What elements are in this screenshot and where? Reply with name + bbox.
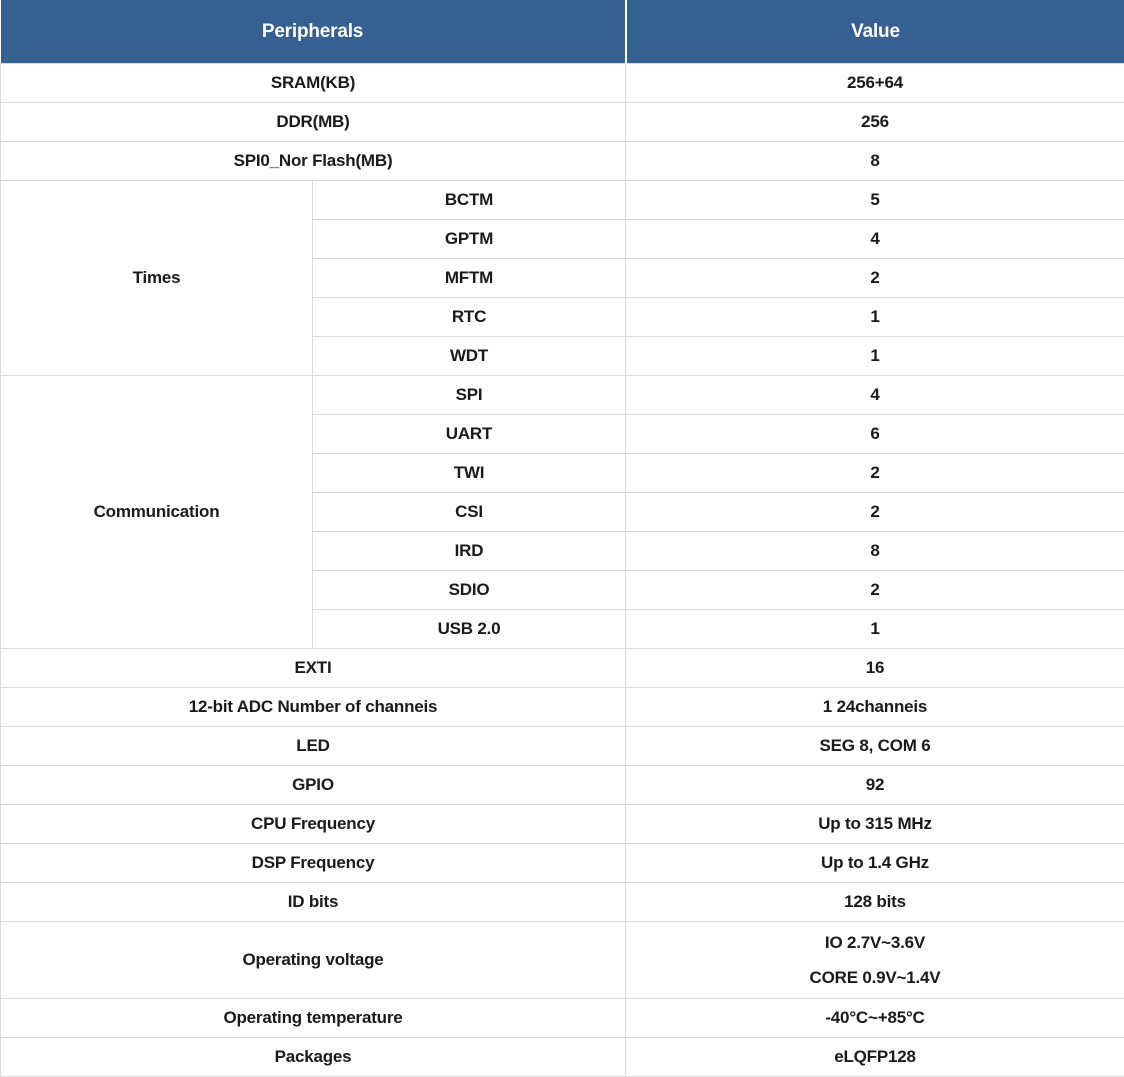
table-row: Times BCTM 5 [1,181,1124,220]
row-value: SEG 8, COM 6 [626,727,1124,766]
table-row: Operating temperature -40°C~+85°C [1,999,1124,1038]
row-label: CPU Frequency [1,805,626,844]
sub-row-label: IRD [313,532,626,571]
row-label: Operating voltage [1,922,626,999]
row-label: SPI0_Nor Flash(MB) [1,142,626,181]
value-line-2: CORE 0.9V~1.4V [626,960,1124,995]
group-cell-communication: Communication [1,376,313,649]
row-label: DSP Frequency [1,844,626,883]
sub-row-label: MFTM [313,259,626,298]
header-row: Peripherals Value [1,0,1124,64]
table-row: Packages eLQFP128 [1,1038,1124,1077]
row-value: Up to 1.4 GHz [626,844,1124,883]
table-row: ID bits 128 bits [1,883,1124,922]
table-row: 12-bit ADC Number of channeis 1 24channe… [1,688,1124,727]
sub-row-value: 8 [626,532,1124,571]
table-row: CPU Frequency Up to 315 MHz [1,805,1124,844]
sub-row-value: 2 [626,571,1124,610]
sub-row-value: 1 [626,610,1124,649]
value-line-1: IO 2.7V~3.6V [626,925,1124,960]
row-value: -40°C~+85°C [626,999,1124,1038]
sub-row-value: 2 [626,259,1124,298]
sub-row-value: 1 [626,337,1124,376]
sub-row-label: CSI [313,493,626,532]
row-value: IO 2.7V~3.6V CORE 0.9V~1.4V [626,922,1124,999]
table-row: SRAM(KB) 256+64 [1,64,1124,103]
row-value: 128 bits [626,883,1124,922]
table-row: DSP Frequency Up to 1.4 GHz [1,844,1124,883]
row-value: 1 24channeis [626,688,1124,727]
row-value: eLQFP128 [626,1038,1124,1077]
sub-row-value: 6 [626,415,1124,454]
sub-row-value: 5 [626,181,1124,220]
row-value: 8 [626,142,1124,181]
sub-row-label: USB 2.0 [313,610,626,649]
row-label: GPIO [1,766,626,805]
sub-row-label: SPI [313,376,626,415]
table-row: EXTI 16 [1,649,1124,688]
sub-row-label: SDIO [313,571,626,610]
sub-row-value: 4 [626,376,1124,415]
sub-row-value: 2 [626,454,1124,493]
row-value: 256+64 [626,64,1124,103]
header-cell-peripherals: Peripherals [1,0,626,64]
row-value: 16 [626,649,1124,688]
row-value: Up to 315 MHz [626,805,1124,844]
row-label: ID bits [1,883,626,922]
row-label: Operating temperature [1,999,626,1038]
sub-row-label: GPTM [313,220,626,259]
row-value: 92 [626,766,1124,805]
sub-row-label: RTC [313,298,626,337]
group-cell-times: Times [1,181,313,376]
table-row: SPI0_Nor Flash(MB) 8 [1,142,1124,181]
table-row: GPIO 92 [1,766,1124,805]
sub-row-label: BCTM [313,181,626,220]
row-label: LED [1,727,626,766]
row-label: SRAM(KB) [1,64,626,103]
table-row: LED SEG 8, COM 6 [1,727,1124,766]
sub-row-label: TWI [313,454,626,493]
sub-row-value: 2 [626,493,1124,532]
sub-row-value: 1 [626,298,1124,337]
sub-row-value: 4 [626,220,1124,259]
row-label: 12-bit ADC Number of channeis [1,688,626,727]
table-row: DDR(MB) 256 [1,103,1124,142]
sub-row-label: UART [313,415,626,454]
row-label: DDR(MB) [1,103,626,142]
table-row: Operating voltage IO 2.7V~3.6V CORE 0.9V… [1,922,1124,999]
row-label: EXTI [1,649,626,688]
header-cell-value: Value [626,0,1124,64]
sub-row-label: WDT [313,337,626,376]
row-label: Packages [1,1038,626,1077]
row-value: 256 [626,103,1124,142]
table-row: Communication SPI 4 [1,376,1124,415]
